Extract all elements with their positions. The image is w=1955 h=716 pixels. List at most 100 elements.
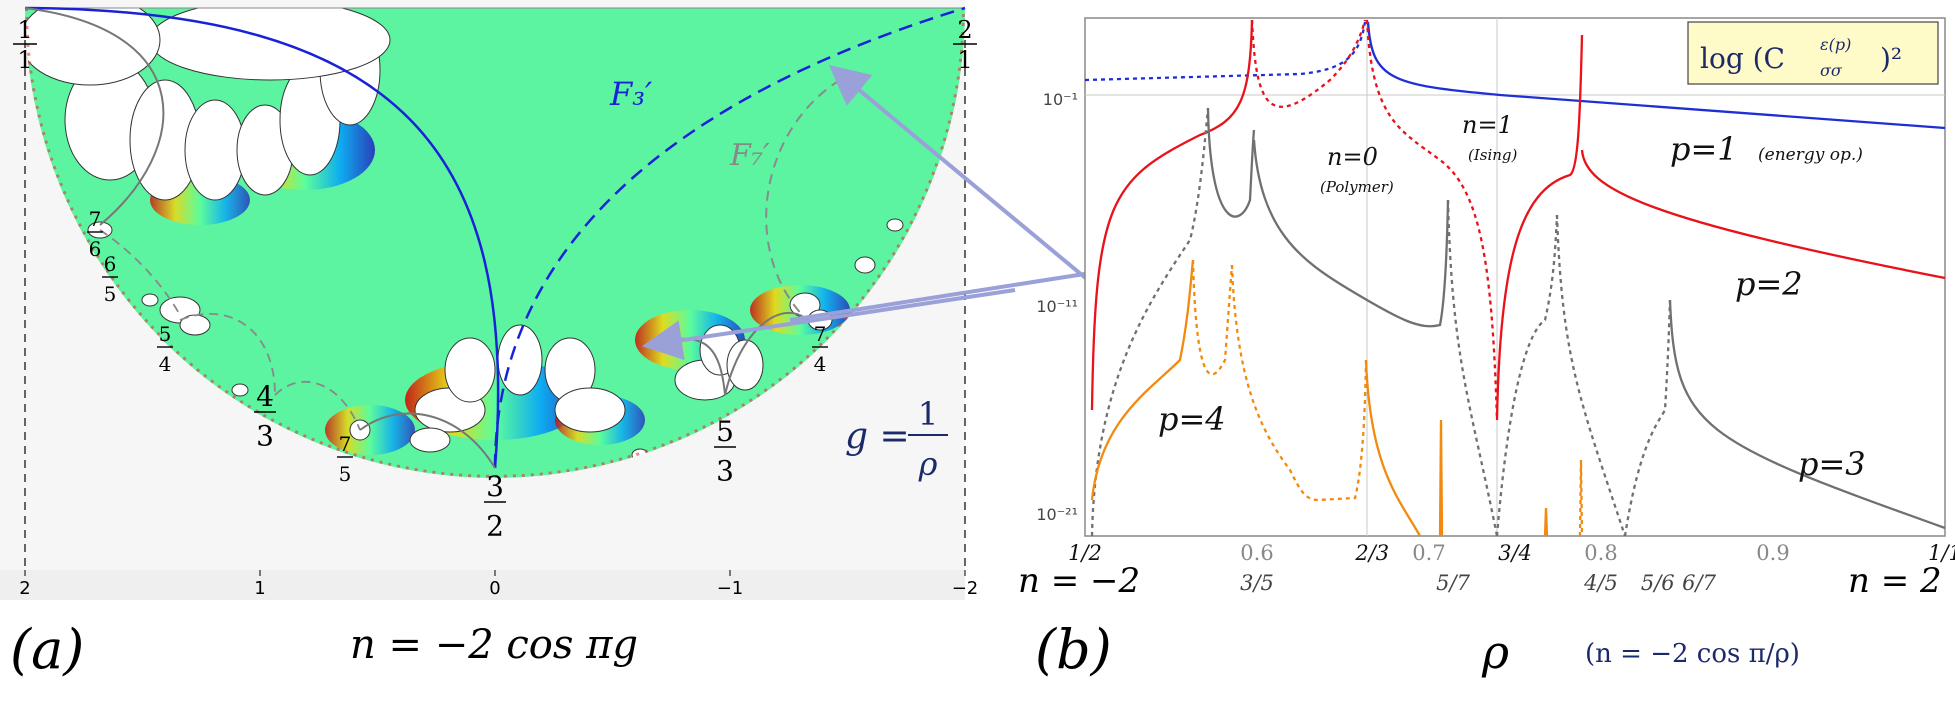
curve-p1-dashed <box>1084 21 1367 82</box>
curve-p4-g <box>1578 459 1584 537</box>
xtick-top: 0.8 <box>1584 541 1617 565</box>
xtick-top: 1/1 <box>1928 541 1955 565</box>
xtick-top: 2/3 <box>1354 541 1389 565</box>
f7-curve <box>765 79 841 319</box>
curve-p3-c <box>1252 139 1450 328</box>
f3-label: F₃′ <box>609 75 653 113</box>
curve-p4-f <box>1543 507 1549 537</box>
f3-curve-solid <box>24 6 500 469</box>
curve-p1-solid <box>1366 21 1946 130</box>
p4-label: p=4 <box>1158 400 1226 438</box>
fraction-top-right: 2 1 <box>953 16 977 74</box>
xtick-top: 1/2 <box>1068 541 1102 565</box>
ytick-3: 10⁻²¹ <box>1036 505 1078 524</box>
panel-b-xlabel: ρ <box>1481 625 1509 679</box>
svg-text:3: 3 <box>486 470 504 503</box>
svg-text:6: 6 <box>104 252 117 276</box>
curve-p3-a <box>1090 107 1210 537</box>
svg-text:7: 7 <box>89 207 102 231</box>
panel-b: 10⁻¹ 10⁻¹¹ 10⁻²¹ log (C ε(p) σσ )² n=0 (… <box>1018 17 1955 681</box>
xtick-label-a: 0 <box>489 578 500 599</box>
panel-a-axis-strip <box>0 570 965 600</box>
svg-text:4: 4 <box>814 352 827 376</box>
n-left-label: n = −2 <box>1018 561 1140 601</box>
curve-p2-a <box>1090 19 1254 411</box>
f3-curve-dashed <box>493 6 966 469</box>
g-equation: g = 1 ρ <box>845 395 948 483</box>
xtick-label-a: −2 <box>952 578 979 599</box>
svg-text:log (C: log (C <box>1700 42 1785 75</box>
curve-p3-g <box>1623 299 1672 537</box>
panel-a-label: (a) <box>10 618 84 681</box>
p2-label: p=2 <box>1735 265 1803 303</box>
xtick-label-a: 1 <box>254 578 265 599</box>
xtick-top: 0.9 <box>1756 541 1789 565</box>
svg-text:3: 3 <box>256 420 274 453</box>
svg-text:σσ: σσ <box>1820 61 1843 80</box>
curve-p4-e <box>1438 419 1444 537</box>
plot-frame <box>1084 17 1946 537</box>
ytick-1: 10⁻¹ <box>1043 90 1078 109</box>
n1-note: (Ising) <box>1468 146 1518 164</box>
p3-label: p=3 <box>1798 445 1866 483</box>
fraction-3-2: 32 <box>484 470 506 543</box>
n0-note: (Polymer) <box>1320 178 1394 196</box>
gray-arc-7 <box>724 312 806 396</box>
curve-p2-e <box>1580 149 1946 280</box>
svg-text:)²: )² <box>1880 42 1902 75</box>
svg-text:ρ: ρ <box>918 445 938 483</box>
xtick-bottom: 5/6 <box>1641 571 1675 595</box>
xtick-label-a: −1 <box>717 578 744 599</box>
f7-label: F₇′ <box>729 138 770 173</box>
svg-text:7: 7 <box>339 432 352 456</box>
curve-p3-d <box>1446 199 1499 537</box>
svg-text:g =: g = <box>845 416 910 457</box>
n0-label: n=0 <box>1327 143 1378 171</box>
svg-text:4: 4 <box>256 380 274 413</box>
svg-text:4: 4 <box>159 352 172 376</box>
curve-p4-b <box>1191 259 1234 376</box>
curve-p4-d <box>1364 359 1422 537</box>
xtick-top: 3/4 <box>1498 541 1532 565</box>
svg-text:7: 7 <box>814 322 827 346</box>
title-box <box>1687 21 1939 85</box>
curve-p2-d <box>1495 34 1584 421</box>
svg-text:3: 3 <box>716 455 734 488</box>
fraction-top-left: 1 1 <box>13 16 37 74</box>
fraction-5-4: 54 <box>157 322 173 376</box>
svg-text:2: 2 <box>957 16 972 44</box>
gray-arc-5 <box>359 412 496 469</box>
svg-text:1: 1 <box>17 16 32 44</box>
curve-p3-h <box>1668 299 1946 530</box>
fraction-7-6: 76 <box>87 207 103 261</box>
arrow-53 <box>642 288 1016 361</box>
svg-text:1: 1 <box>17 46 32 74</box>
xtick-bottom: 4/5 <box>1583 571 1618 595</box>
fraction-7-4: 74 <box>812 322 828 376</box>
svg-text:6: 6 <box>89 237 102 261</box>
xtick-top: 0.6 <box>1240 541 1273 565</box>
svg-text:2: 2 <box>486 510 504 543</box>
panel-a-xlabel: n = −2 cos πg <box>350 622 638 668</box>
ytick-2: 10⁻¹¹ <box>1036 297 1078 316</box>
curve-p3-e <box>1495 214 1559 537</box>
svg-text:1: 1 <box>918 395 938 433</box>
n-right-label: n = 2 <box>1848 561 1942 601</box>
xtick-label-a: 2 <box>19 578 30 599</box>
n1-label: n=1 <box>1462 111 1513 139</box>
p1-label: p=1 <box>1670 130 1738 168</box>
fraction-7-5: 75 <box>337 432 353 486</box>
xtick-bottom: 6/7 <box>1682 571 1716 595</box>
curve-p4-a <box>1090 259 1195 501</box>
svg-text:5: 5 <box>339 462 352 486</box>
panel-b-xlabel-note: (n = −2 cos π/ρ) <box>1585 639 1800 669</box>
fraction-5-3: 53 <box>714 415 736 488</box>
curve-p3-b <box>1206 107 1256 218</box>
xtick-bottom: 3/5 <box>1240 571 1274 595</box>
p1-note: (energy op.) <box>1758 145 1863 165</box>
panel-b-label: (b) <box>1035 618 1112 681</box>
xtick-bottom: 5/7 <box>1436 571 1470 595</box>
curve-p2-b <box>1250 19 1367 108</box>
